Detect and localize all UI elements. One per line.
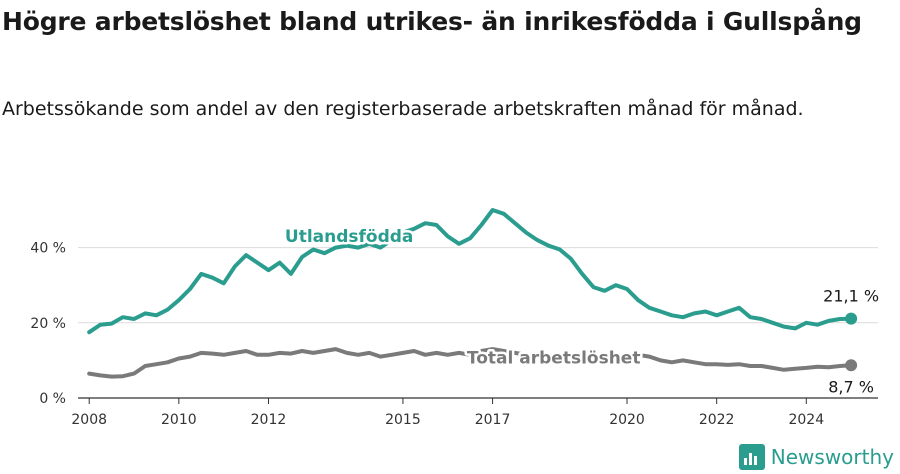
series-end-point — [845, 312, 858, 325]
bar-chart-icon — [738, 444, 765, 470]
x-tick-label: 2010 — [161, 412, 197, 428]
x-tick-label: 2022 — [699, 412, 735, 428]
series-label: Total arbetslöshet — [467, 348, 641, 368]
series-end-label: 21,1 % — [823, 287, 879, 306]
series-end-label: 8,7 % — [828, 377, 874, 396]
x-tick-label: 2015 — [385, 412, 421, 428]
x-tick-label: 2008 — [71, 412, 107, 428]
y-tick-label: 40 % — [30, 241, 66, 257]
y-axis: 0 % 20 % 40 % — [30, 241, 66, 407]
x-tick-label: 2024 — [788, 412, 824, 428]
series-end-point — [845, 359, 858, 372]
brand-name: Newsworthy — [770, 445, 894, 469]
brand-logo: Newsworthy — [738, 444, 894, 470]
x-axis: 2008 2010 2012 2015 2017 2020 2022 2024 — [71, 397, 878, 428]
series-labels: 21,1 % 8,7 % Utlandsfödda Total arbetslöshe… — [282, 224, 881, 398]
chart-subtitle: Arbetssökande som andel av den registerb… — [2, 98, 804, 120]
x-tick-label: 2012 — [251, 412, 287, 428]
y-tick-label: 20 % — [30, 316, 66, 332]
gridlines — [78, 247, 878, 324]
x-tick-label: 2017 — [475, 412, 511, 428]
series-lines — [87, 208, 858, 379]
x-tick-label: 2020 — [609, 412, 645, 428]
series-line — [87, 208, 854, 335]
chart-title: Högre arbetslöshet bland utrikes- än inr… — [2, 7, 862, 36]
series-label: Utlandsfödda — [285, 227, 414, 247]
series-line — [87, 347, 854, 379]
y-tick-label: 0 % — [39, 391, 66, 407]
